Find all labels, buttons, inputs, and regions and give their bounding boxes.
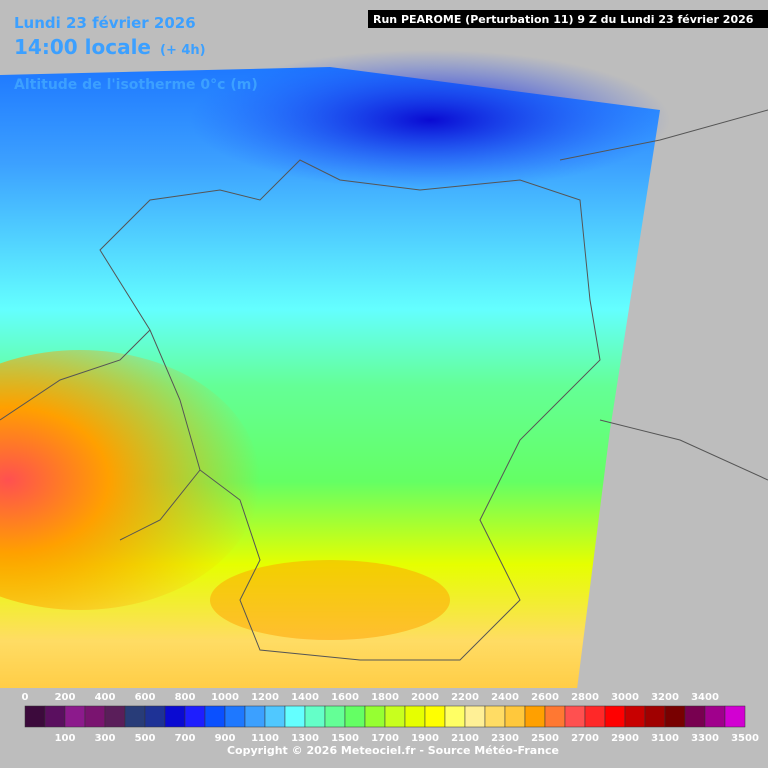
legend: 0 100 200 300 400 500 600 700 800 900 1000 1100 1200… <box>22 692 759 744</box>
legend-swatch <box>364 705 386 728</box>
legend-swatch <box>44 705 66 728</box>
legend-swatch <box>704 705 726 728</box>
legend-swatch <box>544 705 566 728</box>
legend-label: 2300 <box>491 733 519 744</box>
legend-swatch <box>324 705 346 728</box>
legend-label: 0 <box>22 692 29 703</box>
warm-area <box>0 350 260 610</box>
legend-swatch <box>164 705 186 728</box>
legend-label: 1900 <box>411 733 439 744</box>
legend-label: 3400 <box>691 692 719 703</box>
legend-label: 2400 <box>491 692 519 703</box>
legend-label: 2800 <box>571 692 599 703</box>
legend-label: 500 <box>135 733 156 744</box>
legend-swatch <box>624 705 646 728</box>
legend-label: 2000 <box>411 692 439 703</box>
legend-label: 2700 <box>571 733 599 744</box>
cold-area <box>190 50 670 190</box>
legend-swatch <box>124 705 146 728</box>
borders <box>0 109 768 661</box>
legend-swatch <box>24 705 46 728</box>
legend-label: 2100 <box>451 733 479 744</box>
legend-swatch <box>564 705 586 728</box>
legend-label: 200 <box>55 692 76 703</box>
legend-label: 2200 <box>451 692 479 703</box>
legend-label: 2900 <box>611 733 639 744</box>
legend-swatch <box>184 705 206 728</box>
legend-label: 3200 <box>651 692 679 703</box>
legend-swatch <box>144 705 166 728</box>
legend-swatch <box>644 705 666 728</box>
legend-label: 1100 <box>251 733 279 744</box>
legend-swatch <box>464 705 486 728</box>
legend-label: 1200 <box>251 692 279 703</box>
legend-swatch <box>204 705 226 728</box>
legend-swatch <box>604 705 626 728</box>
legend-swatch <box>724 705 746 728</box>
legend-swatch <box>684 705 706 728</box>
legend-label: 3100 <box>651 733 679 744</box>
legend-swatch <box>584 705 606 728</box>
legend-label: 1400 <box>291 692 319 703</box>
legend-label: 1700 <box>371 733 399 744</box>
legend-label: 600 <box>135 692 156 703</box>
legend-label: 1800 <box>371 692 399 703</box>
run-banner <box>368 10 768 28</box>
legend-panel <box>0 688 768 768</box>
legend-swatch <box>224 705 246 728</box>
warm-area <box>210 560 450 640</box>
legend-swatch <box>424 705 446 728</box>
legend-swatch <box>304 705 326 728</box>
legend-swatch <box>64 705 86 728</box>
legend-label: 1500 <box>331 733 359 744</box>
legend-label: 1600 <box>331 692 359 703</box>
time: 14:00 locale <box>14 35 151 59</box>
legend-label: 2600 <box>531 692 559 703</box>
legend-label: 400 <box>95 692 116 703</box>
legend-label: 2500 <box>531 733 559 744</box>
legend-swatch <box>404 705 426 728</box>
copyright: Copyright © 2026 Meteociel.fr - Source M… <box>227 744 559 757</box>
legend-label: 100 <box>55 733 76 744</box>
legend-swatch <box>504 705 526 728</box>
legend-label: 900 <box>215 733 236 744</box>
legend-swatch <box>664 705 686 728</box>
legend-label: 1300 <box>291 733 319 744</box>
legend-swatch <box>524 705 546 728</box>
run-info: Run PEAROME (Perturbation 11) 9 Z du Lun… <box>373 13 754 26</box>
legend-swatch <box>244 705 266 728</box>
legend-label: 1000 <box>211 692 239 703</box>
legend-swatch <box>84 705 106 728</box>
legend-swatch <box>104 705 126 728</box>
legend-label: 3300 <box>691 733 719 744</box>
legend-swatch <box>484 705 506 728</box>
legend-swatch <box>284 705 306 728</box>
legend-swatch <box>344 705 366 728</box>
parameter: Altitude de l'isotherme 0°c (m) <box>14 77 258 93</box>
legend-label: 3500 <box>731 733 759 744</box>
legend-label: 700 <box>175 733 196 744</box>
legend-label: 300 <box>95 733 116 744</box>
legend-label: 3000 <box>611 692 639 703</box>
legend-label: 800 <box>175 692 196 703</box>
offset: (+ 4h) <box>160 43 206 58</box>
date: Lundi 23 février 2026 <box>14 14 196 32</box>
legend-swatch <box>444 705 466 728</box>
legend-swatch <box>384 705 406 728</box>
legend-swatch <box>264 705 286 728</box>
